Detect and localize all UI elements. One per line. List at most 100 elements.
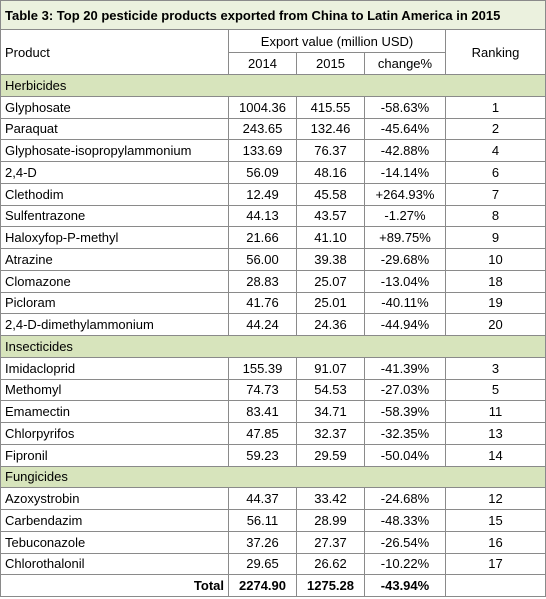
header-cell: Ranking: [444, 29, 546, 75]
value-cell: 132.46: [296, 117, 365, 141]
value-cell: 25.07: [296, 269, 365, 293]
value-cell: 26.62: [296, 552, 365, 576]
value-cell: -41.39%: [364, 356, 446, 380]
value-cell: 19: [444, 291, 546, 315]
value-cell: 34.71: [296, 400, 365, 423]
data-row: Sulfentrazone 44.13 43.57 -1.27% 8: [0, 204, 546, 228]
value-cell: -26.54%: [364, 530, 446, 554]
header-row: Product Export value (million USD) Ranki…: [0, 29, 546, 75]
value-cell: 11: [444, 400, 546, 423]
value-cell: -14.14%: [364, 161, 446, 184]
product-name: Atrazine: [0, 248, 229, 271]
value-cell: 12: [444, 487, 546, 510]
data-row: Paraquat 243.65 132.46 -45.64% 2: [0, 117, 546, 141]
value-cell: 2: [444, 117, 546, 141]
product-name: Sulfentrazone: [0, 204, 229, 228]
value-cell: 74.73: [228, 378, 297, 402]
value-cell: 76.37: [296, 139, 365, 162]
value-cell: -29.68%: [364, 248, 446, 271]
value-cell: 20: [444, 313, 546, 336]
title-row: Table 3: Top 20 pesticide products expor…: [0, 0, 546, 30]
value-cell: -58.39%: [364, 400, 446, 423]
product-name: Glyphosate: [0, 95, 229, 119]
value-cell: 48.16: [296, 161, 365, 184]
value-cell: 7: [444, 182, 546, 206]
total-value: 2274.90: [228, 574, 297, 597]
product-name: Clethodim: [0, 182, 229, 206]
value-cell: 25.01: [296, 291, 365, 315]
value-cell: 12.49: [228, 182, 297, 206]
value-cell: -1.27%: [364, 204, 446, 228]
value-cell: 24.36: [296, 313, 365, 336]
value-cell: -40.11%: [364, 291, 446, 315]
section-name: Fungicides: [0, 465, 546, 489]
section-row: Insecticides: [0, 335, 546, 358]
value-cell: 133.69: [228, 139, 297, 162]
value-cell: 21.66: [228, 226, 297, 249]
data-row: Haloxyfop-P-methyl 21.66 41.10 +89.75% 9: [0, 226, 546, 249]
data-row: Carbendazim 56.11 28.99 -48.33% 15: [0, 509, 546, 532]
value-cell: -24.68%: [364, 487, 446, 510]
value-cell: 28.83: [228, 269, 297, 293]
data-row: Clomazone 28.83 25.07 -13.04% 18: [0, 269, 546, 293]
data-row: Fipronil 59.23 29.59 -50.04% 14: [0, 443, 546, 467]
product-name: Picloram: [0, 291, 229, 315]
value-cell: 10: [444, 248, 546, 271]
value-cell: -48.33%: [364, 509, 446, 532]
value-cell: 4: [444, 139, 546, 162]
value-cell: 44.37: [228, 487, 297, 510]
product-name: 2,4-D: [0, 161, 229, 184]
product-name: Haloxyfop-P-methyl: [0, 226, 229, 249]
product-name: Clomazone: [0, 269, 229, 293]
header-cell: Export value (million USD): [228, 29, 446, 53]
section-name: Insecticides: [0, 335, 546, 358]
value-cell: 15: [444, 509, 546, 532]
product-name: Glyphosate-isopropylammonium: [0, 139, 229, 162]
value-cell: 17: [444, 552, 546, 576]
value-cell: 243.65: [228, 117, 297, 141]
data-row: Glyphosate-isopropylammonium 133.69 76.37-…: [0, 139, 546, 162]
subheader-cell: 2014: [228, 52, 297, 75]
data-row: Tebuconazole 37.26 27.37 -26.54% 16: [0, 530, 546, 554]
table-title: Table 3: Top 20 pesticide products expor…: [0, 0, 546, 30]
value-cell: -13.04%: [364, 269, 446, 293]
product-name: Azoxystrobin: [0, 487, 229, 510]
value-cell: 33.42: [296, 487, 365, 510]
product-name: Methomyl: [0, 378, 229, 402]
data-row: Chlorpyrifos 47.85 32.37 -32.35% 13: [0, 422, 546, 445]
product-name: Chlorpyrifos: [0, 422, 229, 445]
value-cell: 18: [444, 269, 546, 293]
data-row: 2,4-D 56.09 48.16 -14.14% 6: [0, 161, 546, 184]
value-cell: 1: [444, 95, 546, 119]
value-cell: 155.39: [228, 356, 297, 380]
value-cell: 415.55: [296, 95, 365, 119]
product-name: Tebuconazole: [0, 530, 229, 554]
product-name: 2,4-D-dimethylammonium: [0, 313, 229, 336]
value-cell: 44.24: [228, 313, 297, 336]
data-row: Methomyl 74.73 54.53 -27.03% 5: [0, 378, 546, 402]
total-label: Total: [0, 574, 229, 597]
product-name: Paraquat: [0, 117, 229, 141]
value-cell: 41.76: [228, 291, 297, 315]
data-row: Atrazine 56.00 39.38 -29.68% 10: [0, 248, 546, 271]
value-cell: -44.94%: [364, 313, 446, 336]
total-row: Total 2274.90 1275.28 -43.94%: [0, 574, 546, 597]
header-cell: Product: [0, 29, 229, 75]
value-cell: 1004.36: [228, 95, 297, 119]
value-cell: 56.11: [228, 509, 297, 532]
data-row: Emamectin 83.41 34.71 -58.39% 11: [0, 400, 546, 423]
value-cell: -50.04%: [364, 443, 446, 467]
value-cell: -45.64%: [364, 117, 446, 141]
subheader-row: 2014 2015 change%: [1, 52, 546, 75]
data-row: Picloram 41.76 25.01 -40.11% 19: [0, 291, 546, 315]
value-cell: 43.57: [296, 204, 365, 228]
value-cell: -32.35%: [364, 422, 446, 445]
product-name: Chlorothalonil: [0, 552, 229, 576]
value-cell: 59.23: [228, 443, 297, 467]
value-cell: 56.00: [228, 248, 297, 271]
value-cell: 37.26: [228, 530, 297, 554]
data-row: 2,4-D-dimethylammonium 44.24 24.36 -44.94% 2…: [0, 313, 546, 336]
